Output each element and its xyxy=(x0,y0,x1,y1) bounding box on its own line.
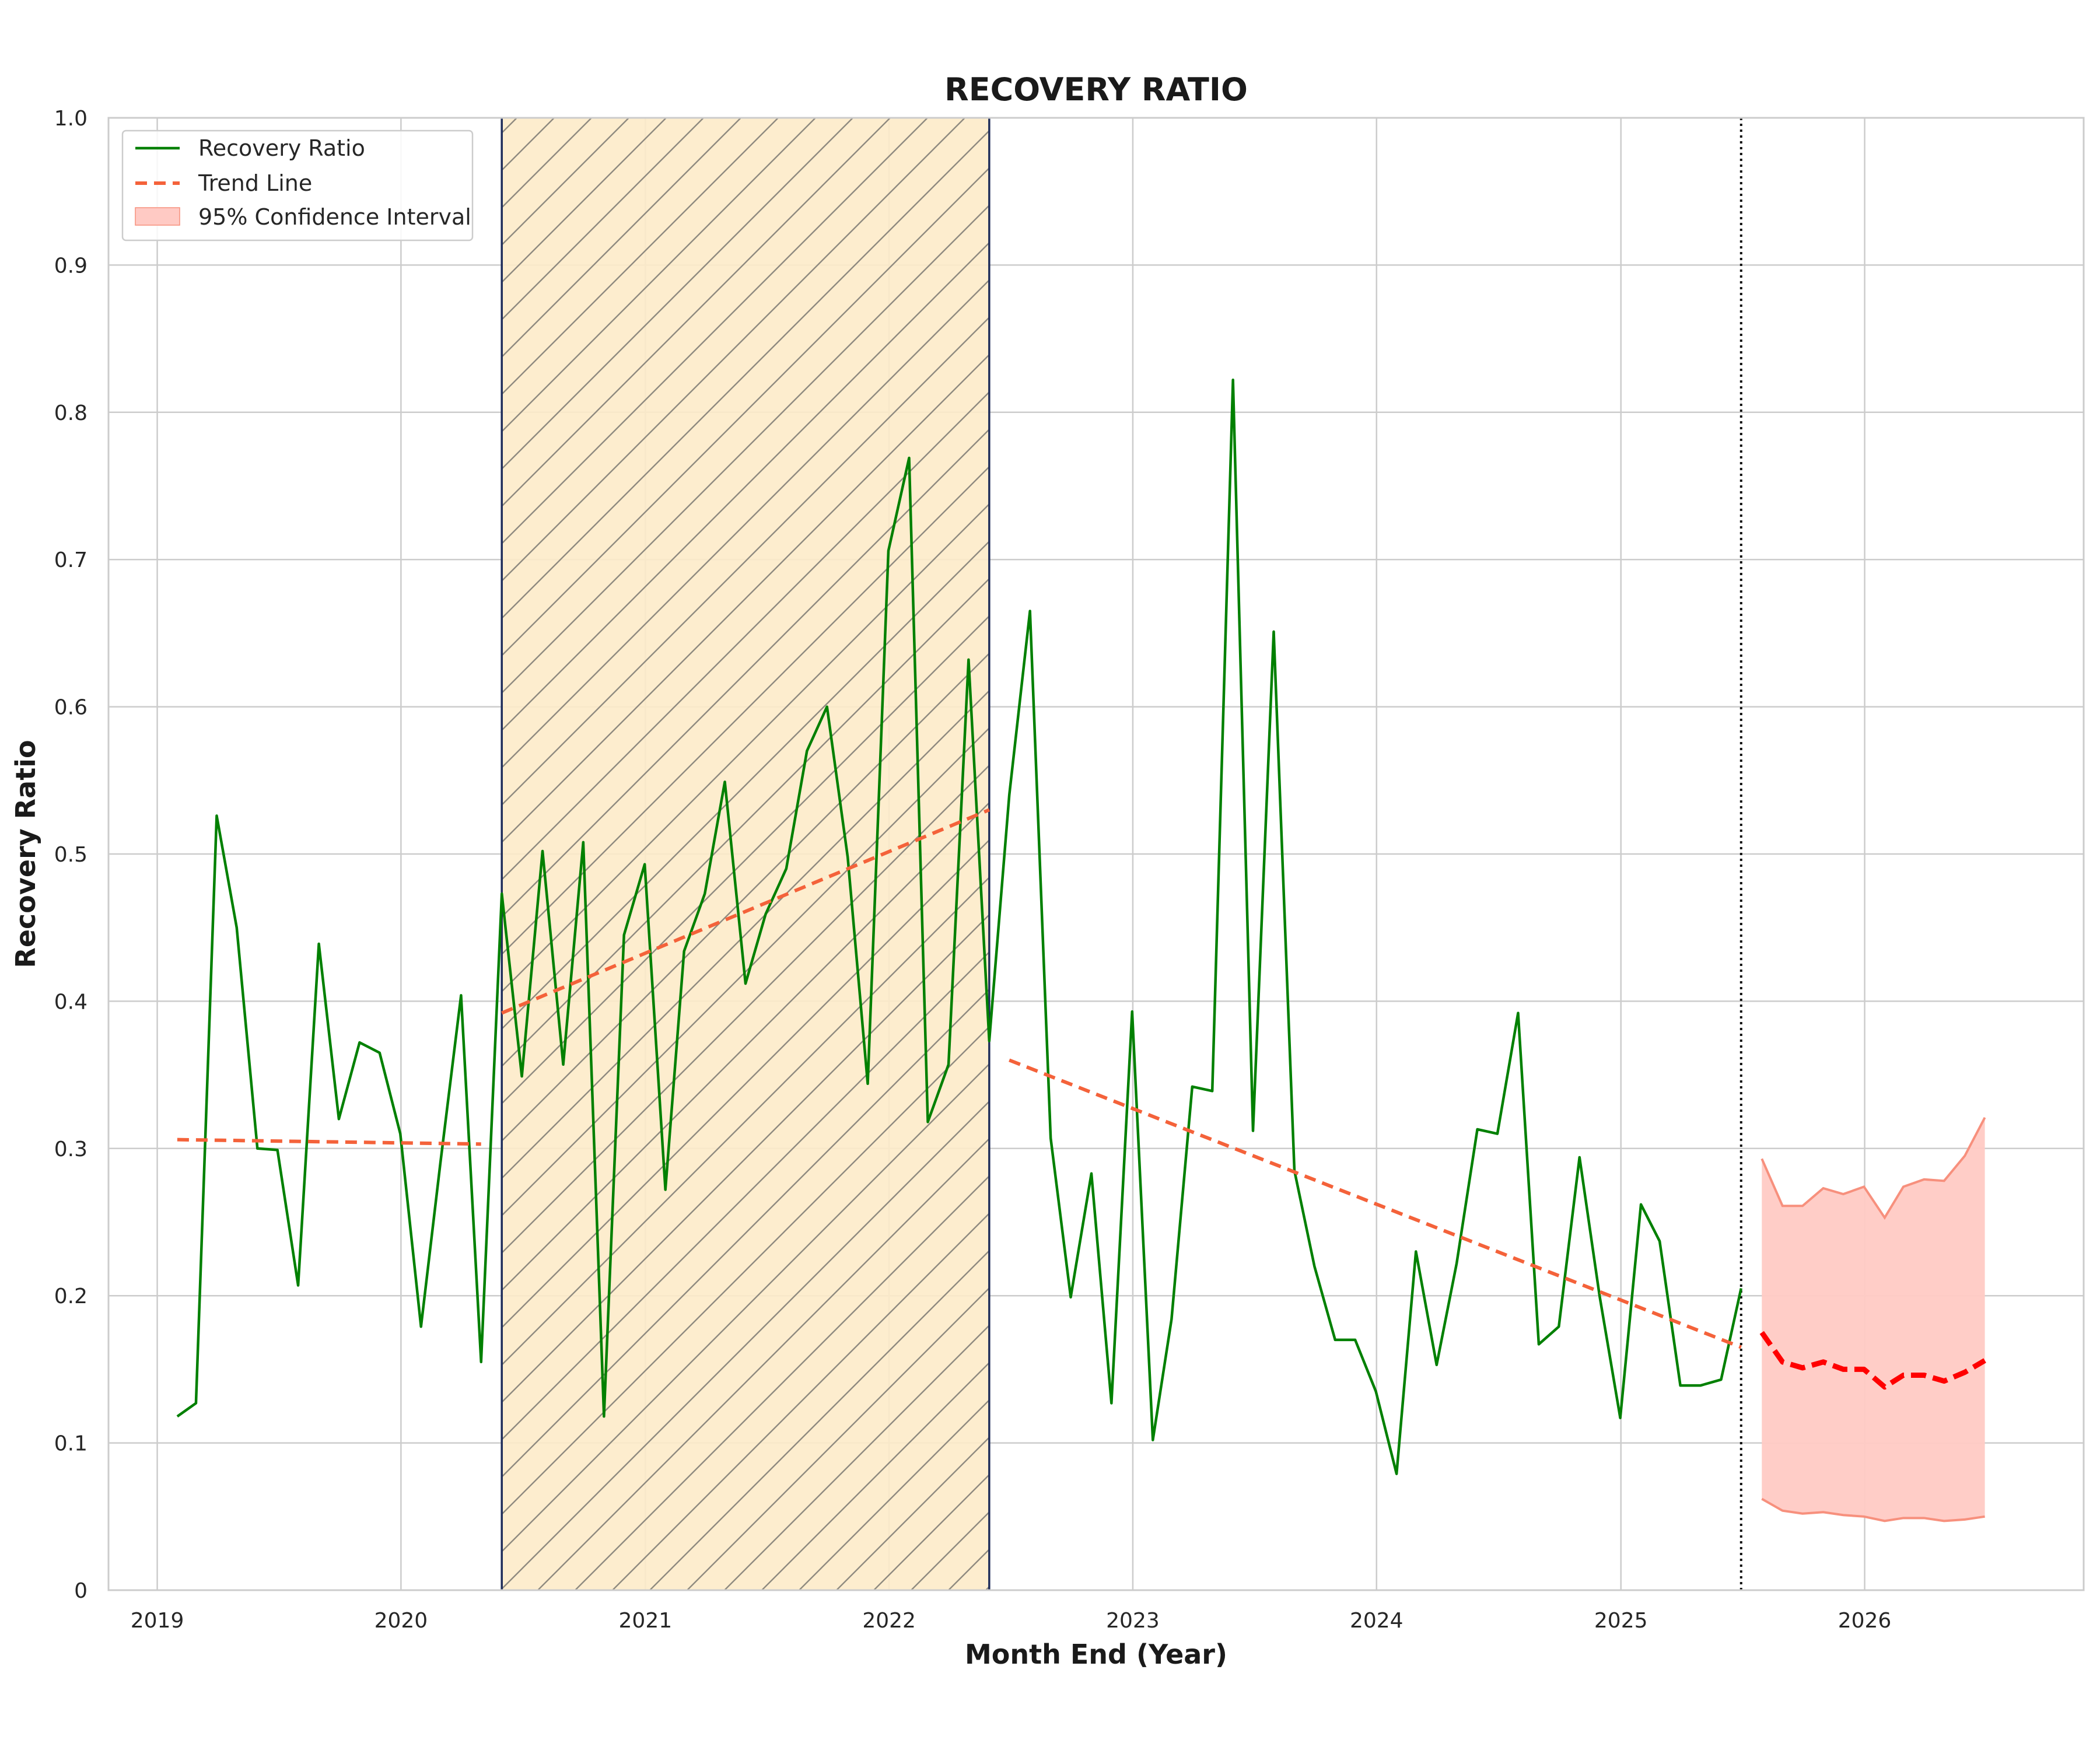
trend-line-segment xyxy=(1009,1058,1742,1349)
chart-title: RECOVERY RATIO xyxy=(944,71,1248,108)
shaded-period xyxy=(501,118,991,1590)
legend-swatch-ci xyxy=(135,207,180,226)
confidence-interval-lower-edge xyxy=(1761,1497,1985,1522)
shaded-period-hatch xyxy=(502,118,989,1590)
y-tick-label: 0.7 xyxy=(54,548,88,572)
y-tick-label: 0.4 xyxy=(54,990,88,1014)
legend-box xyxy=(121,130,474,242)
y-tick-label: 1.0 xyxy=(54,107,88,131)
confidence-interval-upper-edge xyxy=(1760,1116,1986,1220)
recovery-ratio-line xyxy=(176,379,1742,1475)
y-axis-title: Recovery Ratio xyxy=(10,740,41,968)
y-tick-label: 0.2 xyxy=(54,1284,88,1308)
y-tick-label: 0.8 xyxy=(54,401,88,425)
y-tick-label: 0.9 xyxy=(54,254,88,278)
x-tick-label: 2019 xyxy=(131,1609,184,1633)
x-tick-label: 2024 xyxy=(1350,1609,1404,1633)
x-tick-label: 2021 xyxy=(619,1609,673,1633)
series-lines xyxy=(176,379,1986,1475)
plot-frame xyxy=(107,117,2085,1591)
x-axis-title: Month End (Year) xyxy=(965,1639,1227,1670)
x-tick-labels: 2019 2020 2021 2022 2023 2024 2025 2026 xyxy=(131,1609,1892,1633)
x-tick-label: 2026 xyxy=(1838,1609,1892,1633)
x-tick-label: 2020 xyxy=(374,1609,428,1633)
y-tick-label: 0 xyxy=(74,1579,88,1603)
y-tick-label: 0.1 xyxy=(54,1432,88,1456)
x-tick-label: 2025 xyxy=(1594,1609,1648,1633)
x-tick-label: 2023 xyxy=(1106,1609,1160,1633)
forecast-line xyxy=(1759,1331,1986,1390)
trend-line-segment xyxy=(501,808,991,1015)
confidence-interval-band xyxy=(1762,1117,1985,1521)
y-tick-label: 0.5 xyxy=(54,843,88,867)
y-tick-labels: 0 0.1 0.2 0.3 0.4 0.5 0.6 0.7 0.8 0.9 1.0 xyxy=(54,107,88,1603)
y-tick-label: 0.3 xyxy=(54,1138,88,1161)
legend: Recovery Ratio Trend Line 95% Confidence… xyxy=(121,130,474,242)
y-tick-label: 0.6 xyxy=(54,696,88,720)
legend-label-recovery: Recovery Ratio xyxy=(198,135,365,161)
legend-label-ci: 95% Confidence Interval xyxy=(198,204,471,230)
x-tick-label: 2022 xyxy=(862,1609,916,1633)
confidence-interval xyxy=(1760,1116,1986,1522)
legend-label-trend: Trend Line xyxy=(198,170,312,196)
trend-line-segment xyxy=(177,1138,481,1146)
